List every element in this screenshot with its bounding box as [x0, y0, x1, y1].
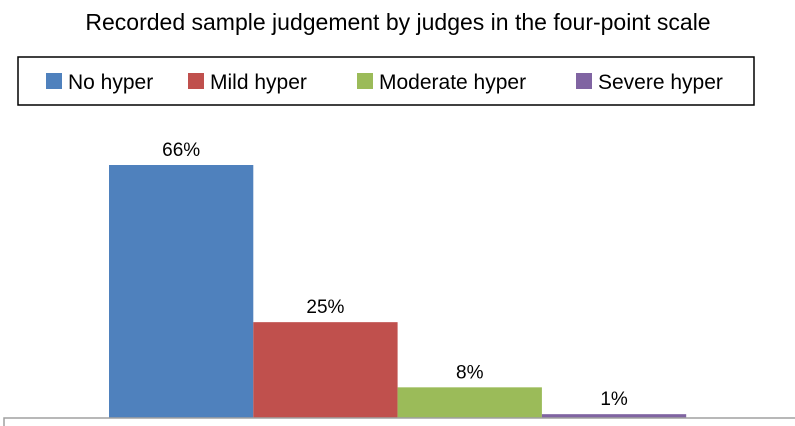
bar-mild-hyper [253, 322, 398, 418]
legend-label: Severe hyper [598, 71, 723, 94]
legend-label: No hyper [68, 71, 153, 94]
chart-title: Recorded sample judgement by judges in t… [85, 9, 710, 35]
bar-moderate-hyper [397, 387, 542, 418]
data-label: 25% [306, 297, 344, 318]
legend-label: Moderate hyper [379, 71, 526, 94]
legend-swatch [188, 73, 204, 89]
bar-no-hyper [109, 165, 254, 418]
legend-box [17, 56, 755, 106]
legend-swatch [576, 73, 592, 89]
bars: 66% 25% 8% 1% [109, 140, 687, 418]
legend-swatch [357, 73, 373, 89]
x-axis [3, 417, 795, 426]
bar-severe-hyper [541, 414, 687, 418]
legend-swatch [46, 73, 62, 89]
data-label: 8% [456, 362, 484, 383]
data-label: 66% [162, 140, 200, 161]
legend: No hyper Mild hyper Moderate hyper Severe h… [46, 71, 723, 94]
data-label: 1% [600, 389, 628, 410]
legend-label: Mild hyper [210, 71, 307, 94]
